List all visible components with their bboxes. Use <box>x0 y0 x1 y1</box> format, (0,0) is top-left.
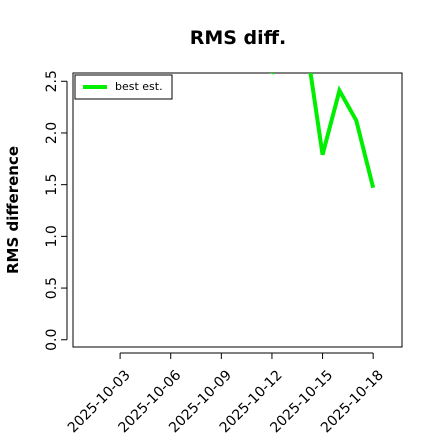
y-tick-label: 0.0 <box>44 329 60 351</box>
y-tick-label: 1.5 <box>44 174 60 196</box>
data-line <box>270 73 376 189</box>
chart-title: RMS diff. <box>190 27 287 49</box>
y-axis-label: RMS difference <box>4 146 22 274</box>
y-tick-label: 0.5 <box>44 277 60 299</box>
plot-area <box>270 73 376 189</box>
y-tick-label: 2.5 <box>44 70 60 92</box>
y-tick-label: 2.0 <box>44 122 60 144</box>
legend-label: best est. <box>115 80 163 93</box>
y-tick-label: 1.0 <box>44 225 60 247</box>
plot-frame <box>72 72 403 348</box>
